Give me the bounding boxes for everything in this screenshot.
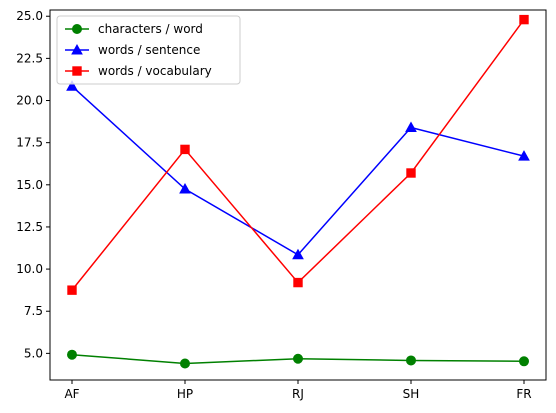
y-tick-label: 12.5 [16, 220, 43, 234]
data-point [66, 80, 78, 91]
series-1 [67, 349, 529, 369]
data-point [519, 356, 529, 367]
legend-item: characters / word [65, 22, 203, 36]
legend-marker [72, 66, 82, 76]
data-point [293, 277, 303, 288]
x-tick-label: HP [177, 387, 193, 401]
x-tick-label: SH [403, 387, 420, 401]
legend-label: words / vocabulary [98, 64, 212, 78]
data-point [405, 121, 417, 132]
y-tick-label: 25.0 [16, 9, 43, 23]
series-3 [67, 14, 529, 295]
y-tick-label: 5.0 [24, 346, 43, 360]
series-2 [66, 80, 530, 260]
data-point [179, 182, 191, 194]
data-point [180, 144, 190, 155]
legend-marker [72, 24, 82, 34]
legend-label: characters / word [98, 22, 203, 36]
legend-marker [71, 43, 83, 55]
legend-box [56, 15, 241, 85]
data-point [67, 349, 77, 360]
x-tick-label: AF [64, 387, 79, 401]
data-point [67, 285, 77, 295]
x-tick-label: FR [516, 387, 531, 401]
x-tick-label: RJ [292, 387, 304, 401]
y-tick-label: 17.5 [16, 136, 43, 150]
y-axis: 5.0 7.5 10.0 12.5 15.0 17.5 20.0 22.5 25.0 [16, 9, 50, 360]
plot-frame [49, 9, 547, 381]
y-tick-label: 15.0 [16, 178, 43, 192]
data-point [293, 353, 303, 364]
legend-label: words / sentence [98, 43, 200, 57]
data-point [518, 150, 530, 161]
data-point [292, 248, 304, 260]
x-axis: AF HP RJ SH FR [64, 380, 532, 401]
y-tick-label: 22.5 [16, 51, 43, 65]
y-tick-label: 10.0 [16, 262, 43, 276]
series-layer [66, 14, 530, 369]
y-tick-label: 20.0 [16, 94, 43, 108]
data-point [406, 168, 416, 178]
legend-item: words / sentence [65, 43, 200, 57]
y-tick-label: 7.5 [24, 304, 43, 318]
data-point [519, 14, 529, 25]
data-point [406, 355, 416, 366]
data-point [180, 358, 190, 369]
legend: characters / word words / sentence words /… [56, 15, 241, 85]
legend-item: words / vocabulary [65, 64, 212, 78]
